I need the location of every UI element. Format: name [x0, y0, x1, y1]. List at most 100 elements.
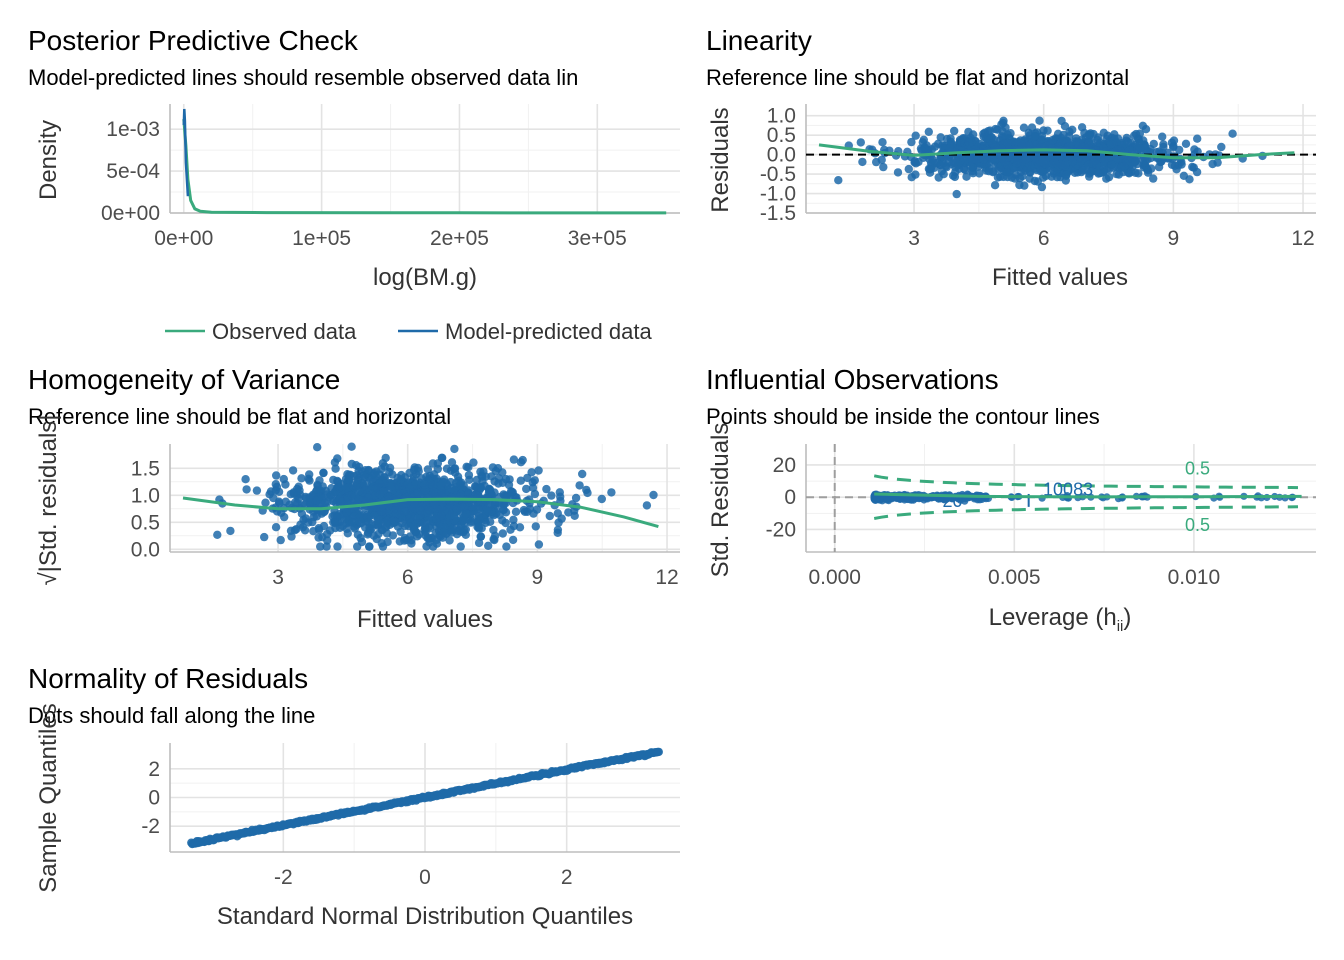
variance-point — [271, 523, 281, 532]
variance-point — [501, 518, 510, 528]
residual-point — [936, 133, 945, 142]
variance-point — [426, 534, 435, 543]
variance-point — [474, 522, 483, 532]
y-tick-label: 0.0 — [767, 144, 796, 167]
variance-point — [213, 530, 222, 539]
residual-point — [1061, 161, 1070, 171]
variance-point — [354, 462, 364, 472]
residual-point — [1127, 167, 1136, 176]
residual-point — [939, 170, 948, 179]
variance-point — [511, 507, 521, 516]
y-tick-label: -2 — [141, 815, 160, 838]
variance-point — [309, 512, 318, 522]
leverage-point — [897, 495, 905, 503]
y-axis-label: Residuals — [707, 107, 734, 212]
variance-point — [333, 542, 342, 551]
variance-point — [501, 508, 511, 517]
variance-point — [338, 521, 347, 531]
variance-point — [528, 483, 538, 492]
x-axis-label: Fitted values — [992, 264, 1128, 291]
x-axis-label: Standard Normal Distribution Quantiles — [217, 903, 633, 930]
variance-point — [429, 487, 439, 497]
residual-point — [1181, 139, 1191, 148]
panel-title: Posterior Predictive Check — [28, 25, 359, 56]
residual-point — [1030, 176, 1040, 186]
variance-point — [578, 469, 587, 479]
variance-point — [440, 523, 449, 532]
variance-point — [332, 512, 342, 521]
residual-point — [962, 172, 971, 181]
residual-point — [1169, 136, 1179, 145]
plot-area — [187, 747, 663, 849]
y-tick-label: 5e-04 — [106, 160, 160, 183]
variance-point — [373, 515, 383, 524]
contour-label-upper: 0.5 — [1185, 459, 1210, 479]
residual-point — [1068, 125, 1077, 134]
variance-point — [413, 489, 422, 498]
variance-point — [331, 464, 340, 473]
x-tick-label: 0.000 — [808, 566, 861, 589]
variance-point — [396, 475, 405, 484]
variance-point — [342, 508, 351, 518]
residual-point — [1141, 156, 1150, 165]
residual-point — [1039, 173, 1048, 182]
variance-point — [416, 506, 425, 515]
residual-point — [1158, 132, 1167, 141]
x-tick-label: 3 — [908, 227, 920, 250]
residual-point — [1085, 172, 1094, 181]
variance-point — [486, 500, 495, 509]
y-axis-label: √|Std. residuals| — [35, 414, 62, 585]
residual-point — [911, 170, 920, 179]
variance-point — [553, 509, 562, 518]
residual-point — [1059, 130, 1068, 140]
y-tick-label: -1.5 — [760, 202, 796, 225]
variance-point — [355, 512, 364, 522]
variance-point — [271, 480, 280, 489]
variance-point — [439, 477, 448, 487]
grid — [169, 104, 680, 214]
panel-subtitle: Points should be inside the contour line… — [706, 404, 1100, 429]
tick-labels: 3 6 9 12 0.0 0.5 1.0 1.5 — [131, 457, 679, 589]
variance-point — [335, 483, 344, 492]
variance-point — [344, 475, 353, 484]
variance-point — [261, 498, 270, 507]
variance-point — [411, 527, 421, 536]
residual-point — [1111, 137, 1121, 146]
variance-point — [364, 518, 373, 527]
residual-point — [990, 181, 1000, 190]
residual-point — [966, 162, 975, 171]
residual-point — [1037, 182, 1047, 192]
residual-point — [1190, 145, 1199, 154]
residual-point — [946, 134, 955, 143]
variance-point — [489, 525, 498, 535]
variance-point — [397, 501, 406, 510]
residual-point — [1112, 169, 1121, 179]
x-axis-label: Fitted values — [357, 606, 493, 633]
leverage-point — [915, 495, 923, 503]
smooth-line — [818, 143, 1295, 160]
variance-point — [252, 486, 262, 495]
variance-point — [437, 486, 446, 495]
variance-point — [649, 490, 658, 500]
variance-point — [642, 501, 652, 510]
variance-point — [474, 538, 484, 548]
x-tick-label: 0.010 — [1168, 566, 1221, 589]
tick-labels: 0e+00 1e+05 2e+05 3e+05 0e+00 5e-04 1e-03 — [101, 118, 627, 250]
variance-point — [430, 499, 439, 509]
residual-point — [1228, 129, 1237, 138]
residual-point — [1103, 131, 1112, 140]
series-line-observed — [182, 118, 667, 215]
residual-point — [1043, 126, 1052, 135]
x-tick-label: 0e+00 — [154, 227, 213, 250]
variance-point — [365, 542, 374, 551]
panel-influential-observations: Influential Observations Points should b… — [706, 364, 1316, 635]
residual-point — [1019, 123, 1029, 132]
y-tick-label: 2 — [148, 758, 160, 781]
variance-point — [534, 466, 543, 475]
residual-point — [984, 167, 994, 176]
variance-point — [387, 479, 396, 488]
variance-point — [502, 542, 511, 551]
variance-point — [607, 488, 616, 497]
variance-point — [347, 459, 356, 469]
